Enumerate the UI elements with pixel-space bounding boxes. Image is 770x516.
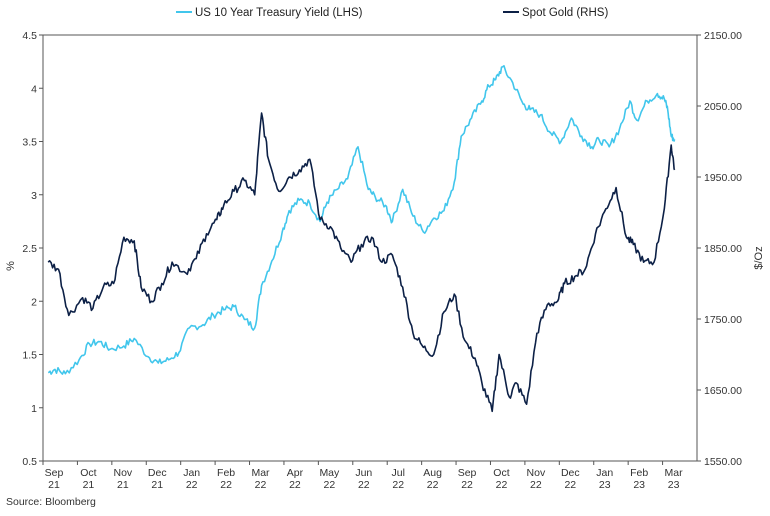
x-tick-label-year: 22 <box>289 479 301 491</box>
left-tick-label: 1 <box>31 403 37 415</box>
x-tick-label-month: Apr <box>287 467 304 479</box>
x-tick-label-month: Sep <box>458 467 477 479</box>
x-tick-label-year: 23 <box>599 479 611 491</box>
x-tick-label-year: 23 <box>668 479 680 491</box>
right-tick-label: 1850.00 <box>704 243 742 255</box>
x-tick-label-month: Nov <box>113 467 132 479</box>
x-tick-label-year: 22 <box>220 479 232 491</box>
left-tick-label: 3 <box>31 190 37 202</box>
x-tick-label-month: May <box>319 467 340 479</box>
x-tick-label-month: Jul <box>391 467 404 479</box>
x-tick-label-month: Mar <box>665 467 684 479</box>
series-line-us10y-yield <box>47 65 676 375</box>
x-tick-label-month: Jun <box>355 467 372 479</box>
x-tick-label-month: Jan <box>596 467 613 479</box>
x-tick-label-year: 21 <box>48 479 60 491</box>
left-tick-label: 1.5 <box>22 350 37 362</box>
x-tick-label-month: Oct <box>80 467 96 479</box>
x-tick-label-month: Aug <box>423 467 442 479</box>
right-tick-label: 1950.00 <box>704 172 742 184</box>
x-tick-label-year: 22 <box>530 479 542 491</box>
source-note: Source: Bloomberg <box>6 496 96 508</box>
right-tick-label: 2150.00 <box>704 30 742 42</box>
right-tick-label: 1750.00 <box>704 314 742 326</box>
x-tick-label-month: Mar <box>251 467 270 479</box>
right-axis-ticks: 1550.00 1650.00 1750.00 1850.00 1950.00 2050.… <box>697 30 742 468</box>
plot-area-frame <box>42 34 698 462</box>
legend-label-yield: US 10 Year Treasury Yield (LHS) <box>195 7 363 19</box>
x-tick-label-year: 22 <box>564 479 576 491</box>
left-tick-label: 2 <box>31 296 37 308</box>
x-tick-label-year: 22 <box>427 479 439 491</box>
x-tick-label-year: 21 <box>151 479 163 491</box>
x-tick-label-month: Dec <box>561 467 580 479</box>
x-tick-label-year: 22 <box>358 479 370 491</box>
left-tick-label: 0.5 <box>22 456 37 468</box>
right-tick-label: 2050.00 <box>704 101 742 113</box>
x-tick-label-year: 21 <box>83 479 95 491</box>
x-tick-label-year: 22 <box>496 479 508 491</box>
series-layer <box>47 65 676 413</box>
left-tick-label: 4.5 <box>22 30 37 42</box>
legend-label-gold: Spot Gold (RHS) <box>522 7 608 19</box>
series-line-spot-gold <box>47 112 676 413</box>
x-tick-label-year: 22 <box>324 479 336 491</box>
x-tick-label-month: Feb <box>630 467 648 479</box>
right-axis-title: $/Oz <box>753 246 765 269</box>
x-tick-label-month: Sep <box>45 467 64 479</box>
legend: US 10 Year Treasury Yield (LHS) Spot Gol… <box>176 7 608 19</box>
x-tick-label-month: Jan <box>183 467 200 479</box>
x-tick-label-year: 22 <box>186 479 198 491</box>
x-tick-label-year: 22 <box>392 479 404 491</box>
x-tick-label-year: 22 <box>461 479 473 491</box>
x-tick-label-month: Oct <box>493 467 509 479</box>
left-tick-label: 3.5 <box>22 137 37 149</box>
x-tick-label-month: Nov <box>527 467 546 479</box>
x-tick-label-year: 23 <box>633 479 645 491</box>
right-tick-label: 1650.00 <box>704 385 742 397</box>
x-tick-label-year: 21 <box>117 479 129 491</box>
x-tick-label-month: Feb <box>217 467 235 479</box>
x-tick-label-month: Dec <box>148 467 167 479</box>
x-axis-ticks: Sep21Oct21Nov21Dec21Jan22Feb22Mar22Apr22… <box>42 461 684 491</box>
left-tick-label: 2.5 <box>22 243 37 255</box>
left-axis-ticks: 0.5 1 1.5 2 2.5 3 3.5 4 4.5 <box>22 30 43 468</box>
x-tick-label-year: 22 <box>255 479 267 491</box>
left-tick-label: 4 <box>31 83 37 95</box>
right-tick-label: 1550.00 <box>704 456 742 468</box>
left-axis-title: % <box>5 261 17 271</box>
